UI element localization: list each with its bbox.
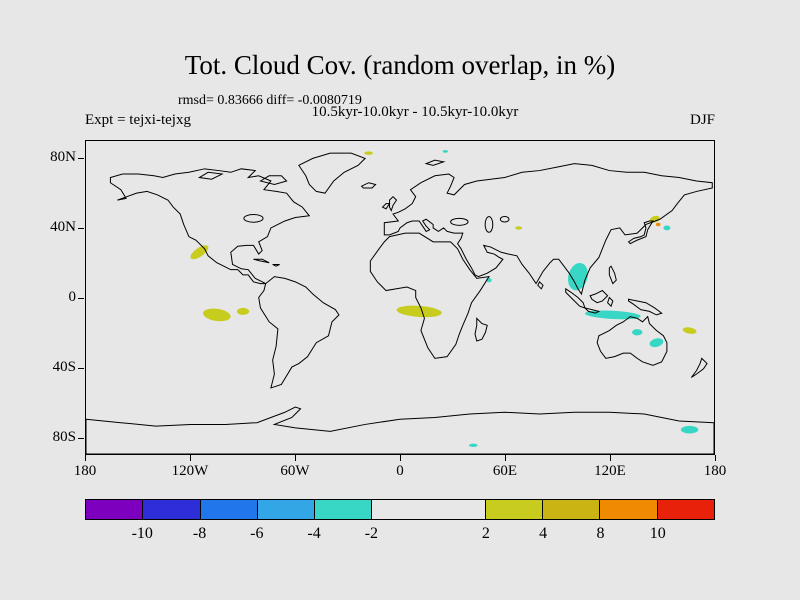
coastline xyxy=(691,358,707,377)
colorbar-tick-label: -8 xyxy=(192,525,207,542)
x-axis-tick xyxy=(85,455,86,461)
coastline xyxy=(585,308,599,313)
colorbar-segment xyxy=(86,500,143,519)
colorbar-segment xyxy=(142,500,200,519)
coastline xyxy=(86,407,714,454)
x-axis-tick-label: 60E xyxy=(492,463,518,479)
colorbar-segment xyxy=(484,500,543,519)
y-axis-tick-label: 40S xyxy=(52,358,76,375)
anomaly-blob xyxy=(190,245,209,260)
coastline xyxy=(426,160,443,165)
anomaly-blob xyxy=(202,308,231,322)
coastline xyxy=(629,299,662,315)
colorbar xyxy=(85,499,715,520)
coastline xyxy=(608,298,613,307)
lake-outline xyxy=(485,217,493,233)
anomaly-blob xyxy=(680,425,699,434)
anomaly-blob xyxy=(442,150,449,153)
colorbar-tick-label: -4 xyxy=(307,525,321,542)
x-axis-tick-label: 120W xyxy=(171,463,209,479)
coastline xyxy=(259,277,339,388)
lake-outline xyxy=(244,215,263,223)
y-axis-tick-label: 80N xyxy=(50,148,76,165)
anomaly-blob xyxy=(584,310,641,320)
x-axis-tick xyxy=(400,455,401,461)
coastline xyxy=(253,259,269,262)
coastline xyxy=(475,318,487,341)
colorbar-segment xyxy=(656,500,714,519)
coastline xyxy=(629,221,653,244)
x-axis-tick xyxy=(715,455,716,461)
anomaly-blob xyxy=(655,222,661,227)
y-axis-tick-label: 40N xyxy=(50,218,76,235)
y-axis-tick xyxy=(78,367,84,369)
colorbar-tick-label: 8 xyxy=(596,525,605,542)
colorbar-tick-label: -10 xyxy=(131,525,153,542)
colorbar-segment xyxy=(371,500,485,519)
y-axis-tick xyxy=(78,157,84,159)
coastline xyxy=(299,153,365,193)
anomaly-blob xyxy=(364,151,373,155)
lake-outline xyxy=(451,218,468,225)
colorbar-tick-label: -6 xyxy=(250,525,264,542)
x-axis-tick-label: 180 xyxy=(703,463,727,479)
y-axis-tick-label: 0 xyxy=(68,288,77,305)
coastline xyxy=(590,291,607,303)
world-map-frame xyxy=(85,140,715,455)
y-axis-tick-label: 80S xyxy=(52,428,76,445)
y-axis-tick xyxy=(78,297,84,299)
anomaly-blob xyxy=(396,305,442,318)
colorbar-segment xyxy=(256,500,315,519)
anomaly-blob xyxy=(632,329,643,336)
anomaly-blob xyxy=(236,307,250,315)
rmsd-diff-label: rmsd= 0.83666 diff= -0.0080719 xyxy=(178,93,362,108)
season-label: DJF xyxy=(689,112,715,128)
coastline xyxy=(597,317,667,366)
colorbar-tick-label: -2 xyxy=(364,525,379,542)
colorbar-segment xyxy=(314,500,372,519)
experiment-label: Expt = tejxi-tejxg xyxy=(85,112,191,128)
anomaly-blob xyxy=(663,225,671,231)
colorbar-tick-label: 4 xyxy=(539,525,548,542)
colorbar-segment xyxy=(599,500,657,519)
x-axis-tick-label: 120E xyxy=(594,463,626,479)
x-axis-tick xyxy=(295,455,296,461)
coastline xyxy=(609,266,616,283)
coastline xyxy=(370,233,489,358)
coastline xyxy=(538,282,543,289)
lake-outline xyxy=(500,216,509,222)
period-label: 10.5kyr-10.0kyr - 10.5kyr-10.0kyr xyxy=(311,104,519,120)
coastline xyxy=(199,172,222,179)
x-axis-tick xyxy=(505,455,506,461)
x-axis-tick xyxy=(190,455,191,461)
coastline xyxy=(362,183,376,188)
x-axis-tick xyxy=(610,455,611,461)
coastline xyxy=(390,197,397,211)
coastline xyxy=(384,164,712,294)
page-title: Tot. Cloud Cov. (random overlap, in %) xyxy=(184,50,616,80)
anomaly-blob xyxy=(567,262,588,291)
anomaly-blob xyxy=(682,327,697,334)
coastline xyxy=(273,264,280,266)
x-axis-tick-label: 180 xyxy=(73,463,97,479)
anomaly-blob xyxy=(468,443,478,448)
colorbar-tick-label: 2 xyxy=(481,525,490,542)
anomaly-blob xyxy=(515,226,523,230)
anomaly-blob xyxy=(649,338,664,348)
coastline xyxy=(110,169,309,284)
y-axis-tick xyxy=(78,227,84,229)
x-axis-tick-label: 0 xyxy=(396,463,404,479)
x-axis-tick-label: 60W xyxy=(280,463,310,479)
coastline xyxy=(383,204,390,209)
colorbar-segment xyxy=(199,500,257,519)
coastline xyxy=(260,176,286,185)
y-axis-tick xyxy=(78,437,84,439)
world-map-svg xyxy=(86,150,714,454)
colorbar-segment xyxy=(542,500,600,519)
colorbar-tick-label: 10 xyxy=(649,525,666,542)
